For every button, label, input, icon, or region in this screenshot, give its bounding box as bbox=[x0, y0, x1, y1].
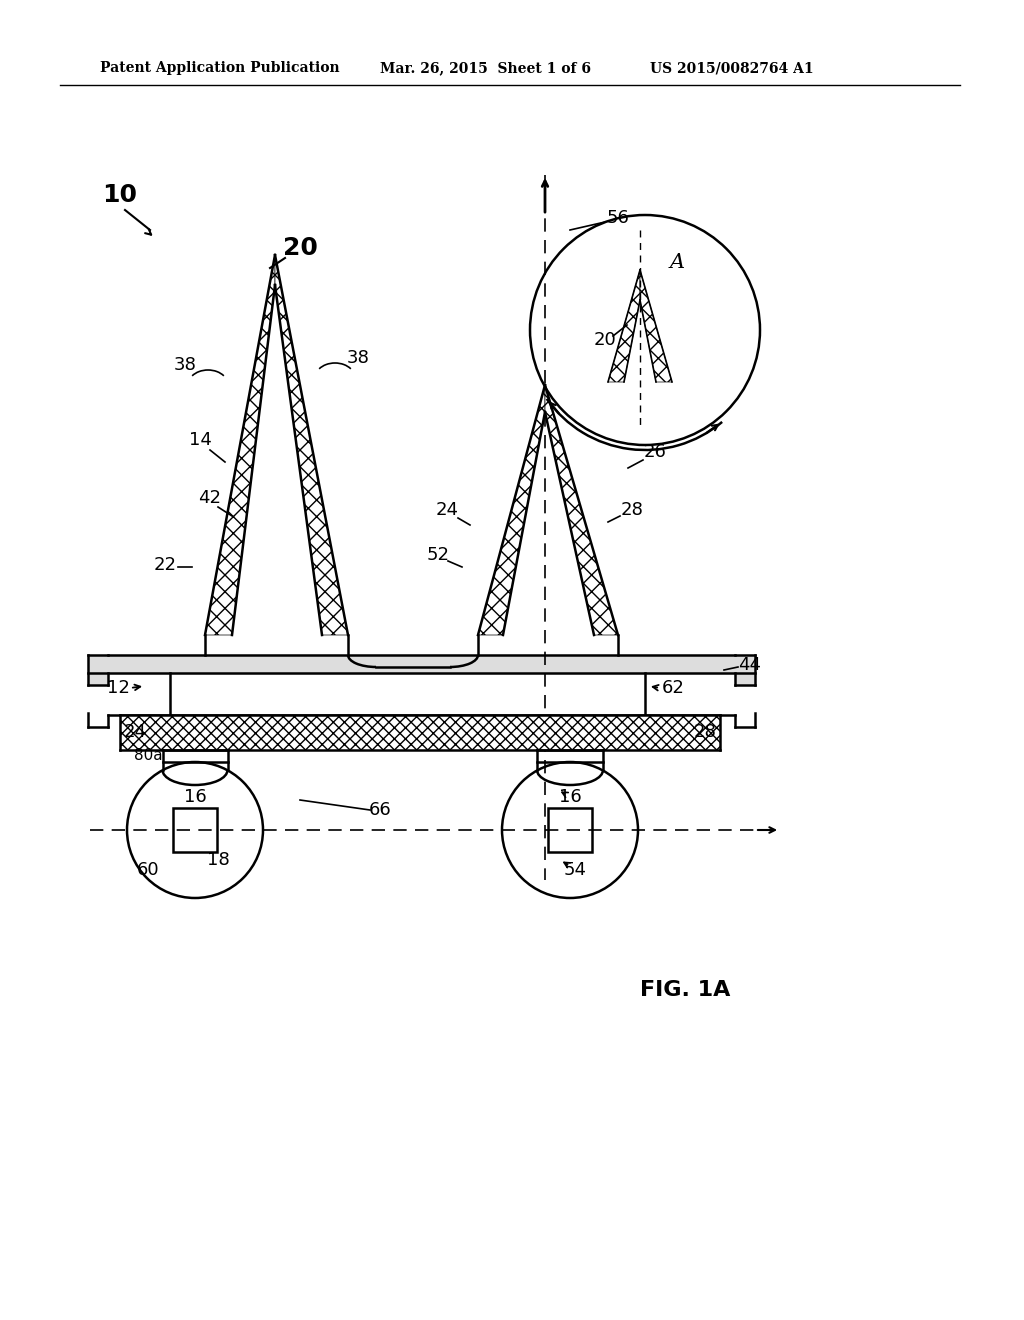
Text: 16: 16 bbox=[559, 788, 582, 807]
Text: A: A bbox=[670, 252, 685, 272]
Polygon shape bbox=[608, 271, 640, 381]
Text: 38: 38 bbox=[173, 356, 197, 374]
Text: 18: 18 bbox=[207, 851, 229, 869]
Text: 24: 24 bbox=[435, 502, 459, 519]
Polygon shape bbox=[120, 715, 720, 750]
Text: Patent Application Publication: Patent Application Publication bbox=[100, 61, 340, 75]
Text: 22: 22 bbox=[154, 556, 176, 574]
Polygon shape bbox=[545, 385, 618, 635]
Polygon shape bbox=[478, 385, 545, 635]
Text: 28: 28 bbox=[621, 502, 643, 519]
Text: 26: 26 bbox=[643, 444, 667, 461]
Text: 16: 16 bbox=[183, 788, 207, 807]
Polygon shape bbox=[275, 255, 348, 635]
Polygon shape bbox=[205, 255, 275, 635]
Text: 60: 60 bbox=[136, 861, 160, 879]
Polygon shape bbox=[640, 271, 672, 381]
Text: 20: 20 bbox=[594, 331, 616, 348]
Text: 14: 14 bbox=[188, 432, 211, 449]
Text: 10: 10 bbox=[102, 183, 137, 207]
Polygon shape bbox=[545, 385, 618, 635]
Text: 42: 42 bbox=[199, 488, 221, 507]
Text: 44: 44 bbox=[738, 656, 762, 675]
Text: 66: 66 bbox=[369, 801, 391, 818]
Text: 28: 28 bbox=[693, 723, 717, 741]
Text: 52: 52 bbox=[427, 546, 450, 564]
Polygon shape bbox=[205, 255, 275, 635]
Text: Mar. 26, 2015  Sheet 1 of 6: Mar. 26, 2015 Sheet 1 of 6 bbox=[380, 61, 591, 75]
Text: 54: 54 bbox=[563, 861, 587, 879]
Text: US 2015/0082764 A1: US 2015/0082764 A1 bbox=[650, 61, 814, 75]
Polygon shape bbox=[88, 655, 755, 685]
Polygon shape bbox=[478, 385, 545, 635]
Text: 20: 20 bbox=[283, 236, 317, 260]
Text: 62: 62 bbox=[662, 678, 684, 697]
Text: 80a: 80a bbox=[134, 747, 163, 763]
Bar bbox=[548, 808, 592, 851]
Text: 38: 38 bbox=[346, 348, 370, 367]
Bar bbox=[173, 808, 217, 851]
Text: 24: 24 bbox=[124, 723, 146, 741]
Text: 12: 12 bbox=[106, 678, 129, 697]
Text: FIG. 1A: FIG. 1A bbox=[640, 979, 730, 1001]
Text: 56: 56 bbox=[606, 209, 630, 227]
Polygon shape bbox=[275, 255, 348, 635]
